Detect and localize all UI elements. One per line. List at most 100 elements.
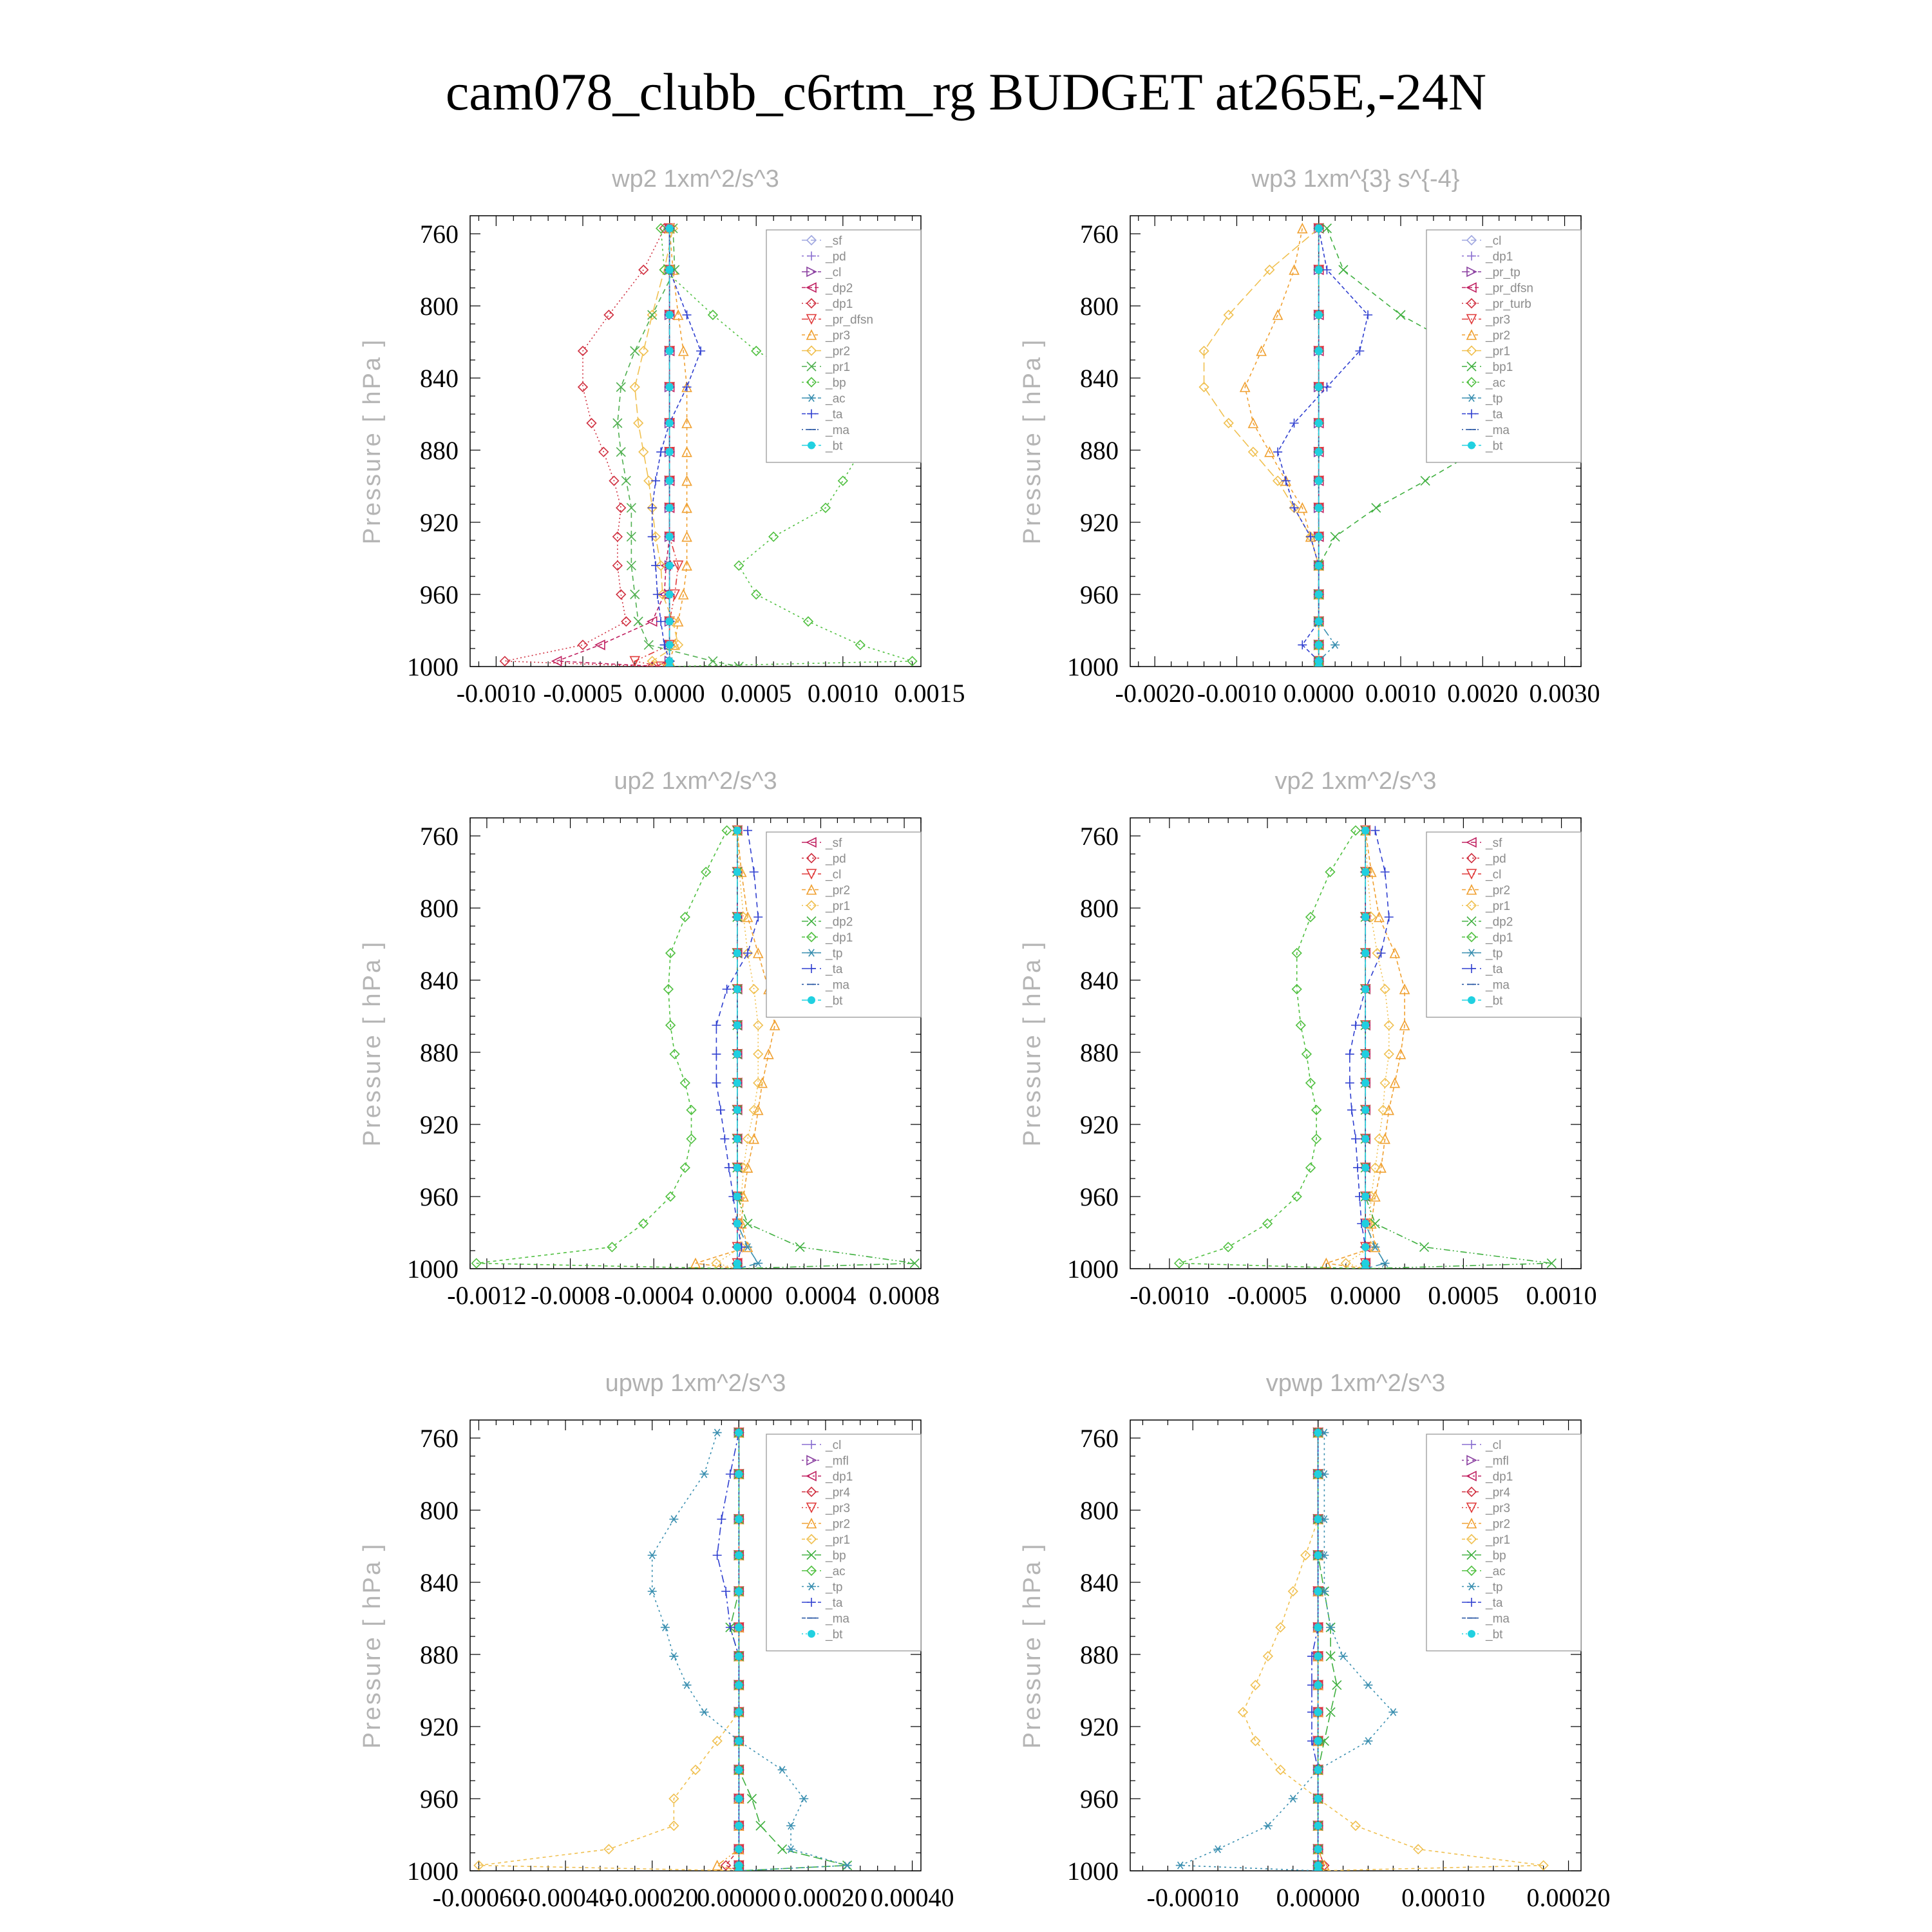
- legend-marker: [1467, 409, 1476, 419]
- x-tick-label: -0.0004: [614, 1281, 694, 1310]
- series-line: [1326, 830, 1405, 1269]
- x-tick-label: 0.0020: [1447, 679, 1518, 708]
- data-point: [786, 1821, 796, 1830]
- data-point: [1288, 1794, 1298, 1803]
- legend-label: _mfl: [1485, 1455, 1509, 1468]
- data-point: [1388, 1708, 1398, 1716]
- data-point: [720, 1860, 732, 1871]
- data-point: [733, 1193, 741, 1200]
- data-point: [1332, 1680, 1342, 1690]
- data-point: [733, 1220, 741, 1227]
- legend-box: [1426, 831, 1582, 1018]
- data-point: [734, 560, 744, 571]
- series-line: [1179, 830, 1366, 1269]
- data-point: [753, 913, 763, 922]
- series-bt: [733, 826, 741, 1269]
- data-point: [1301, 1048, 1312, 1059]
- y-tick-label: 880: [420, 436, 459, 465]
- data-point: [1395, 1048, 1406, 1059]
- series-bt: [1314, 224, 1323, 667]
- data-point: [665, 641, 674, 649]
- chart-panel-wp2: wp2 1xm^2/s^3 Pressure [ hPa ] 760 800 840 88…: [335, 148, 965, 708]
- x-tick-label: 0.0000: [702, 1281, 773, 1310]
- data-point: [1275, 1765, 1286, 1776]
- data-point: [712, 1859, 723, 1871]
- y-tick-label: 760: [420, 1424, 459, 1453]
- legend-marker: [1467, 393, 1476, 402]
- data-point: [651, 476, 661, 486]
- data-point: [1305, 911, 1316, 923]
- legend-label: _bt: [1485, 994, 1503, 1008]
- data-point: [1263, 1821, 1273, 1830]
- data-point: [598, 446, 609, 457]
- data-point: [1314, 1551, 1322, 1559]
- series-ta: [647, 223, 706, 667]
- legend-marker: [808, 996, 815, 1004]
- legend-marker: [807, 409, 816, 419]
- legend-item: _pr3: [1462, 314, 1510, 327]
- data-point: [1314, 347, 1323, 355]
- series-pr1: [473, 1427, 744, 1871]
- data-point: [1345, 1049, 1354, 1059]
- legend-marker: [806, 1455, 817, 1466]
- legend-label: _pd: [825, 853, 846, 866]
- data-point: [1256, 345, 1267, 356]
- data-point: [1173, 1258, 1185, 1269]
- legend-item: _dp2: [1462, 916, 1513, 929]
- x-tick-label: -0.0005: [1227, 1281, 1307, 1310]
- data-point: [735, 1624, 743, 1631]
- data-point: [681, 531, 692, 542]
- data-point: [733, 985, 741, 993]
- data-point: [681, 502, 692, 513]
- legend-marker: [806, 1565, 817, 1577]
- legend-item: _pr1: [1462, 345, 1510, 359]
- legend-label: _dp1: [825, 931, 853, 945]
- legend-item: _pd: [1462, 853, 1506, 866]
- data-point: [1361, 868, 1370, 876]
- legend-item: _pd: [802, 251, 846, 264]
- data-point: [1538, 1860, 1549, 1871]
- y-tick-label: 960: [1080, 1182, 1119, 1211]
- data-point: [665, 618, 674, 625]
- data-point: [551, 656, 562, 667]
- legend-item: _bt: [802, 440, 843, 453]
- y-axis-label: Pressure [ hPa ]: [359, 1542, 386, 1748]
- legend-label: _sf: [1485, 837, 1502, 850]
- data-point: [669, 1515, 679, 1524]
- legend-label: _pr2: [825, 345, 850, 359]
- chart-title: wp2 1xm^2/s^3: [611, 166, 779, 193]
- data-point: [733, 868, 741, 876]
- data-point: [1378, 1104, 1388, 1115]
- legend-item: _ma: [1462, 1613, 1510, 1626]
- legend-marker: [1466, 1517, 1477, 1529]
- chart-svg: upwp 1xm^2/s^3 Pressure [ hPa ] 760 800 840 8…: [359, 1370, 954, 1912]
- data-point: [1389, 1077, 1401, 1088]
- legend-item: _dp1: [802, 1470, 853, 1484]
- y-tick-label: 960: [420, 580, 459, 609]
- data-point: [735, 1708, 743, 1716]
- legend-label: _tp: [1485, 392, 1502, 406]
- figure-title: cam078_clubb_c6rtm_rg BUDGET at265E,-24N: [445, 62, 1487, 121]
- data-point: [748, 983, 759, 995]
- data-point: [612, 418, 623, 428]
- legend-item: _pr4: [1462, 1486, 1510, 1500]
- data-point: [609, 475, 620, 486]
- data-point: [712, 1736, 723, 1747]
- legend-label: _pr3: [825, 1502, 850, 1515]
- data-point: [735, 1867, 743, 1871]
- legend-label: _tp: [825, 1581, 842, 1595]
- y-tick-label: 920: [1080, 508, 1119, 537]
- data-point: [1314, 504, 1323, 512]
- data-point: [1370, 1191, 1381, 1202]
- series-line: [556, 228, 670, 667]
- legend-item: _bt: [1462, 440, 1503, 453]
- series-line: [1180, 1432, 1394, 1871]
- y-tick-label: 1000: [407, 652, 459, 681]
- data-point: [1419, 1242, 1430, 1252]
- legend-marker: [1466, 314, 1477, 325]
- legend-marker: [1466, 282, 1477, 293]
- legend-label: _cl: [1485, 1439, 1501, 1452]
- data-point: [1321, 223, 1332, 234]
- data-point: [657, 589, 668, 600]
- data-point: [616, 382, 626, 392]
